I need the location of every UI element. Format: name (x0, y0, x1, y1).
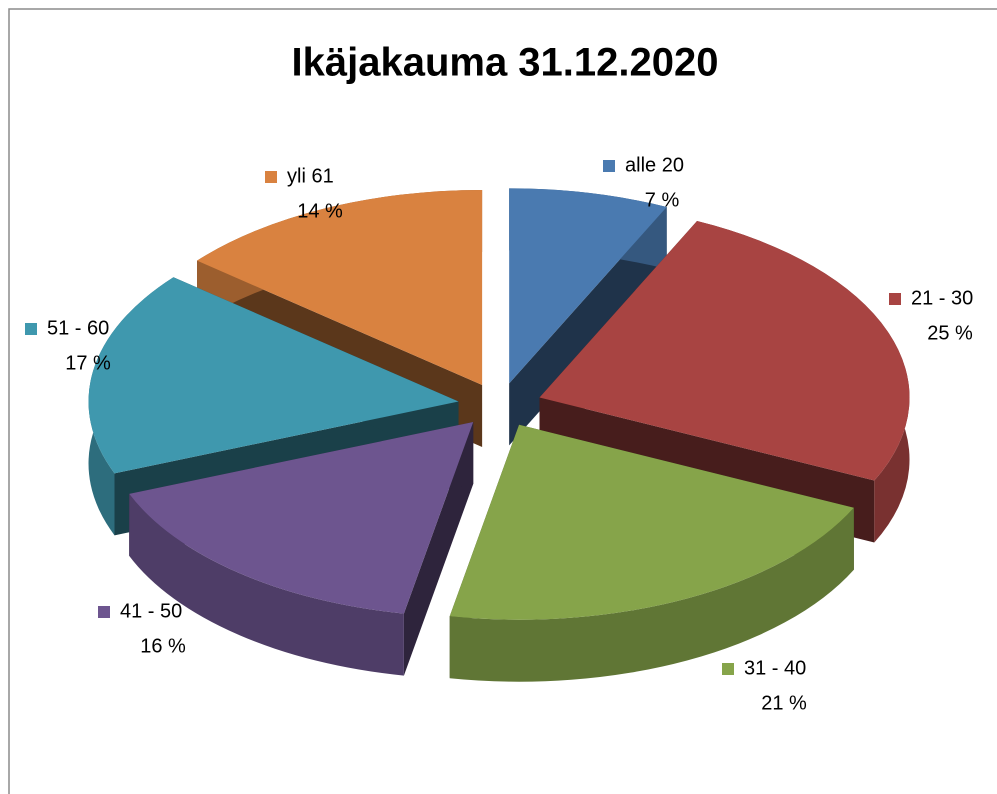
value-label: 14 % (297, 200, 343, 222)
value-label: 25 % (927, 322, 973, 344)
pie-slice (88, 277, 459, 474)
legend-swatch (722, 663, 734, 675)
value-label: 21 % (761, 692, 807, 714)
category-label: yli 61 (287, 165, 334, 187)
pie-slice (129, 422, 474, 614)
legend-swatch (25, 323, 37, 335)
category-label: 21 - 30 (911, 287, 973, 309)
pie-slice (509, 188, 667, 384)
legend-swatch (603, 160, 615, 172)
value-label: 17 % (65, 352, 111, 374)
data-labels: alle 20 7 % 21 - 30 25 % 31 - 40 21 % 41 - 50 1… (25, 154, 973, 714)
legend-swatch (265, 171, 277, 183)
value-label: 7 % (645, 189, 680, 211)
category-label: 51 - 60 (47, 317, 109, 339)
slice-rim (449, 507, 854, 682)
pie-slice (449, 424, 854, 620)
category-label: alle 20 (625, 154, 684, 176)
category-label: 41 - 50 (120, 600, 182, 622)
pie-slice (197, 189, 483, 385)
value-label: 16 % (140, 635, 186, 657)
category-label: 31 - 40 (744, 657, 806, 679)
slice-tops (88, 188, 910, 620)
legend-swatch (889, 293, 901, 305)
legend-swatch (98, 606, 110, 618)
slice-rim (129, 493, 404, 676)
slice-side (509, 206, 667, 446)
pie-slice (539, 221, 910, 481)
chart-title: Ikäjakauma 31.12.2020 (291, 41, 718, 85)
chart-frame (8, 8, 997, 794)
